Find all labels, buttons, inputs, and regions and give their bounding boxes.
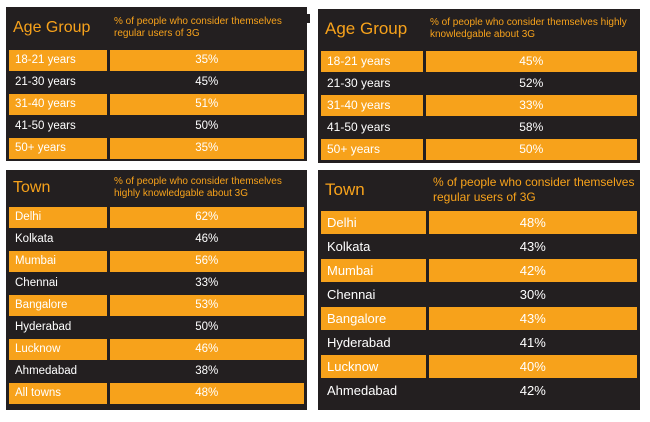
table-row: 21-30 years 52% [321, 71, 637, 94]
table-row: Lucknow 40% [321, 353, 637, 378]
table-row: 50+ years 50% [321, 137, 637, 160]
table-row: Chennai 30% [321, 281, 637, 306]
divider-mark [307, 14, 310, 23]
table-row: 18-21 years 45% [321, 49, 637, 72]
table-row: 41-50 years 58% [321, 115, 637, 138]
header-age-group: Age Group [325, 19, 408, 39]
table-row: Mumbai 42% [321, 257, 637, 282]
table-row: Delhi 62% [9, 205, 304, 228]
header-knowledge-percent: % of people who consider themselves high… [114, 175, 282, 199]
header-usage-percent: % of people who consider themselves regu… [114, 15, 282, 39]
table-row: Bangalore 53% [9, 293, 304, 316]
header-knowledge-percent: % of people who consider themselves high… [430, 17, 627, 41]
table-row: 31-40 years 51% [9, 92, 304, 115]
table-row: 18-21 years 35% [9, 48, 304, 71]
table-row: Delhi 48% [321, 209, 637, 234]
table-row: 50+ years 35% [9, 136, 304, 159]
table-row: Ahmedabad 38% [9, 359, 304, 382]
table-row: Lucknow 46% [9, 337, 304, 360]
header-town: Town [13, 178, 51, 196]
age-group-knowledge-table: Age Group % of people who consider thems… [318, 9, 640, 163]
table-row: Kolkata 46% [9, 227, 304, 250]
table-row: Ahmedabad 42% [321, 377, 637, 402]
header-usage-percent: % of people who consider themselves regu… [433, 174, 635, 204]
table-row: 21-30 years 45% [9, 70, 304, 93]
table-row: 41-50 years 50% [9, 114, 304, 137]
table-row: All towns 48% [9, 381, 304, 404]
header-town: Town [325, 179, 365, 199]
table-row: Hyderabad 50% [9, 315, 304, 338]
header-age-group: Age Group [13, 18, 91, 36]
town-usage-table: Town % of people who consider themselves… [318, 170, 640, 410]
table-row: Bangalore 43% [321, 305, 637, 330]
town-knowledge-table: Town % of people who consider themselves… [6, 170, 307, 410]
table-row: Kolkata 43% [321, 233, 637, 258]
table-row: 31-40 years 33% [321, 93, 637, 116]
table-row: Chennai 33% [9, 271, 304, 294]
age-group-usage-table: Age Group % of people who consider thems… [6, 7, 307, 161]
table-row: Mumbai 56% [9, 249, 304, 272]
table-row: Hyderabad 41% [321, 329, 637, 354]
